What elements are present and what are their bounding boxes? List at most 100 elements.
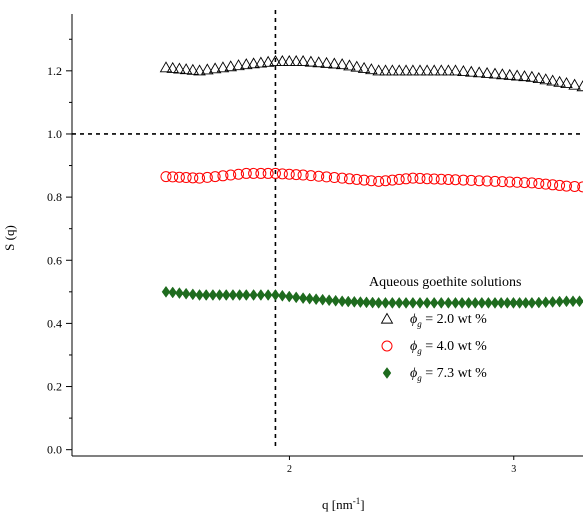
data-point bbox=[504, 176, 516, 188]
legend-subscript: g bbox=[417, 319, 422, 329]
data-point bbox=[519, 177, 531, 189]
legend-subscript: g bbox=[417, 373, 422, 383]
data-point bbox=[465, 174, 477, 186]
data-point bbox=[263, 289, 273, 301]
series-layer bbox=[159, 54, 583, 309]
data-point bbox=[408, 296, 418, 309]
data-point bbox=[187, 172, 199, 184]
data-point bbox=[477, 296, 487, 309]
data-point bbox=[160, 171, 172, 183]
data-point bbox=[560, 77, 573, 89]
data-point bbox=[435, 64, 448, 76]
data-point bbox=[422, 296, 432, 309]
data-point bbox=[386, 174, 398, 186]
data-point bbox=[208, 289, 218, 301]
data-point bbox=[539, 73, 553, 85]
data-point bbox=[368, 296, 377, 309]
legend-symbol: ϕ bbox=[410, 312, 417, 327]
legend-marker bbox=[380, 312, 394, 324]
data-point bbox=[525, 70, 539, 82]
data-point bbox=[429, 296, 439, 309]
data-point bbox=[562, 295, 571, 308]
data-point bbox=[444, 296, 453, 309]
data-point bbox=[269, 54, 282, 66]
data-point bbox=[379, 64, 392, 76]
data-point bbox=[365, 175, 377, 187]
data-point bbox=[386, 64, 399, 76]
y-tick-label: 0.4 bbox=[47, 316, 62, 330]
data-point bbox=[480, 66, 494, 78]
x-tick-label: 2 bbox=[287, 464, 292, 475]
data-point bbox=[421, 173, 433, 185]
data-point bbox=[336, 172, 348, 184]
data-point bbox=[388, 296, 397, 309]
data-point bbox=[496, 296, 506, 309]
data-point bbox=[569, 180, 581, 192]
data-point bbox=[351, 173, 363, 185]
data-point bbox=[521, 296, 531, 309]
data-point bbox=[470, 296, 480, 309]
data-point bbox=[568, 78, 581, 90]
legend-text: = 7.3 wt % bbox=[422, 366, 487, 381]
data-point bbox=[179, 63, 193, 75]
data-point bbox=[282, 54, 296, 66]
data-point bbox=[331, 294, 340, 307]
data-point bbox=[362, 296, 371, 309]
data-point bbox=[221, 289, 231, 301]
data-point bbox=[188, 288, 198, 301]
data-point bbox=[343, 295, 353, 308]
data-point bbox=[503, 296, 512, 309]
data-point bbox=[328, 57, 341, 69]
data-point bbox=[305, 292, 314, 305]
data-point bbox=[449, 174, 461, 186]
data-point bbox=[435, 173, 447, 185]
data-point bbox=[290, 169, 302, 181]
data-point bbox=[428, 173, 440, 185]
data-point bbox=[449, 64, 462, 76]
legend-symbol: ϕ bbox=[410, 366, 417, 381]
data-point bbox=[400, 173, 412, 185]
legend-text: = 4.0 wt % bbox=[422, 339, 487, 354]
data-point bbox=[248, 167, 260, 179]
reference-lines bbox=[72, 10, 583, 448]
data-point bbox=[318, 293, 327, 306]
data-point bbox=[488, 67, 502, 79]
data-point bbox=[457, 65, 470, 77]
data-point bbox=[276, 168, 288, 180]
data-point bbox=[289, 54, 303, 66]
data-point bbox=[451, 296, 460, 309]
data-point bbox=[548, 296, 557, 308]
data-point bbox=[568, 295, 578, 308]
y-tick-label: 0.6 bbox=[47, 253, 62, 267]
data-point bbox=[365, 63, 378, 75]
data-point bbox=[554, 179, 566, 191]
data-point bbox=[473, 175, 485, 187]
x-axis-label-sup: -1 bbox=[353, 496, 361, 506]
data-point bbox=[503, 68, 517, 80]
data-point bbox=[276, 54, 289, 66]
data-point bbox=[201, 63, 214, 75]
legend-label: ϕg = 4.0 wt % bbox=[410, 339, 487, 356]
data-point bbox=[374, 296, 383, 309]
data-point bbox=[173, 62, 186, 74]
x-axis-label-end: ] bbox=[360, 497, 364, 512]
data-point bbox=[401, 296, 411, 309]
data-point bbox=[575, 295, 583, 308]
y-tick-label: 1.0 bbox=[47, 127, 62, 141]
data-point bbox=[380, 175, 392, 187]
data-point bbox=[381, 296, 390, 309]
x-tick-label: 3 bbox=[511, 464, 516, 475]
data-point bbox=[291, 291, 301, 304]
data-point bbox=[489, 175, 501, 187]
data-point bbox=[240, 167, 252, 179]
y-tick-label: 0.8 bbox=[47, 190, 62, 204]
data-point bbox=[442, 64, 455, 76]
data-point bbox=[442, 173, 454, 185]
data-point bbox=[235, 289, 244, 301]
data-point bbox=[465, 65, 478, 77]
data-point bbox=[166, 61, 179, 73]
data-point bbox=[372, 64, 385, 76]
data-point bbox=[560, 180, 572, 192]
data-point bbox=[311, 293, 321, 306]
data-point bbox=[242, 289, 251, 301]
